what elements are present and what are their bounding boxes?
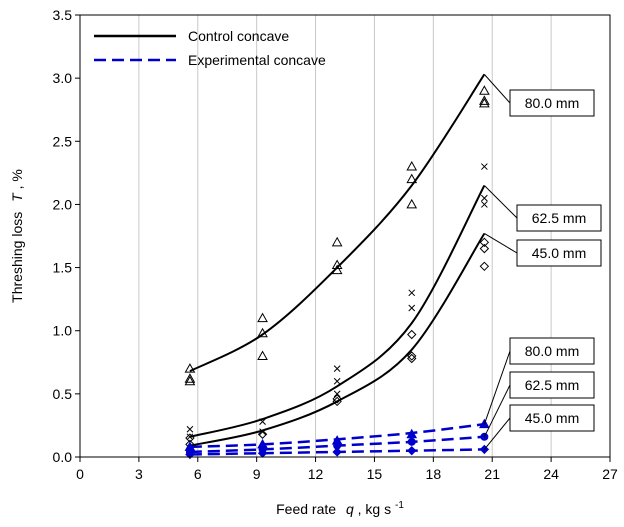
experimental-450-label: 45.0 mm xyxy=(525,410,579,426)
axis-ticks: 0 3 6 9 12 15 18 21 24 27 0.0 0.5 1.0 1.5 2.0 2.5 3.0 3.5 xyxy=(53,7,618,482)
control-625-curve xyxy=(189,185,486,438)
control-625-leader-line xyxy=(484,185,518,219)
x-tick-label: 24 xyxy=(543,466,559,482)
y-tick-label: 3.0 xyxy=(53,70,73,86)
control-625-point xyxy=(333,365,341,372)
data-points xyxy=(184,85,490,460)
experimental-800-leader-line xyxy=(483,350,511,425)
experimental-625-label: 62.5 mm xyxy=(525,377,579,393)
experimental-800-label: 80.0 mm xyxy=(525,343,579,359)
control-625-point xyxy=(481,201,488,208)
x-tick-label: 3 xyxy=(135,466,143,482)
control-625-point xyxy=(481,163,488,170)
y-tick-label: 1.5 xyxy=(53,260,73,276)
x-tick-label: 6 xyxy=(194,466,202,482)
experimental-450-point xyxy=(185,449,195,460)
control-625-label: 62.5 mm xyxy=(532,210,586,226)
control-625-point xyxy=(408,304,416,312)
control-625-point xyxy=(333,377,341,385)
control-800-point xyxy=(257,350,268,360)
x-tick-label: 12 xyxy=(308,466,324,482)
y-tick-label: 0.5 xyxy=(53,386,73,402)
grid-lines xyxy=(138,15,552,457)
control-800-point xyxy=(257,312,268,323)
control-625-point xyxy=(259,418,266,425)
control-800-label: 80.0 mm xyxy=(525,95,579,111)
legend-label-control: Control concave xyxy=(188,28,289,44)
control-800-leader-line xyxy=(483,74,511,104)
experimental-625-label-box xyxy=(509,371,595,399)
x-tick-label: 27 xyxy=(602,466,618,482)
experimental-625-point xyxy=(407,437,416,446)
experimental-450-point xyxy=(332,447,342,457)
control-800-point xyxy=(184,373,196,383)
x-tick-label: 9 xyxy=(253,466,261,482)
control-800-point xyxy=(184,375,196,386)
control-800-point xyxy=(331,236,343,247)
curve-annotations: 80.0 mm 62.5 mm 45.0 mm 80.0 mm 62.5 mm 45.0 … xyxy=(483,74,602,450)
experimental-450-point xyxy=(407,445,417,456)
control-800-point xyxy=(331,264,343,275)
y-tick-label: 2.0 xyxy=(53,196,73,212)
y-axis-label: Threshing loss T , % xyxy=(9,169,25,303)
control-800-point xyxy=(479,97,490,108)
plot-area-frame xyxy=(79,14,611,458)
control-625-point xyxy=(333,390,341,398)
control-450-point xyxy=(407,353,417,364)
control-800-point xyxy=(406,198,418,209)
control-625-point xyxy=(408,289,416,297)
x-axis-label: Feed rate q , kg s -1 xyxy=(276,500,404,517)
legend-label-experimental: Experimental concave xyxy=(188,52,326,68)
x-tick-label: 21 xyxy=(484,466,500,482)
control-800-point xyxy=(257,327,268,338)
control-800-point xyxy=(406,161,418,171)
control-625-point xyxy=(481,194,488,202)
control-625-point xyxy=(186,433,194,441)
control-450-point xyxy=(479,243,490,254)
control-450-point xyxy=(479,261,490,272)
control-450-point xyxy=(332,396,342,407)
control-800-point xyxy=(479,85,490,95)
y-tick-label: 0.0 xyxy=(53,449,73,465)
legend: Control concave Experimental concave xyxy=(94,28,326,68)
control-450-point xyxy=(479,237,490,248)
control-450-label-box xyxy=(516,239,602,267)
experimental-800-label-box xyxy=(509,337,595,365)
control-450-point xyxy=(407,329,417,340)
control-450-point xyxy=(257,429,268,439)
control-800-curve xyxy=(189,73,486,373)
control-800-point xyxy=(184,363,196,373)
control-450-leader-line xyxy=(484,233,518,254)
control-800-label-box xyxy=(509,89,595,117)
y-tick-label: 1.0 xyxy=(53,323,73,339)
control-450-label: 45.0 mm xyxy=(532,245,586,261)
control-450-point xyxy=(332,394,342,404)
control-800-point xyxy=(479,95,490,105)
x-tick-label: 18 xyxy=(426,466,442,482)
experimental-450-leader-line xyxy=(483,417,511,450)
control-625-point xyxy=(186,425,194,433)
experimental-800-point xyxy=(406,428,418,439)
x-tick-label: 15 xyxy=(367,466,383,482)
control-800-point xyxy=(331,259,343,270)
y-tick-label: 3.5 xyxy=(53,7,73,23)
x-tick-label: 0 xyxy=(76,466,84,482)
control-800-point xyxy=(406,173,418,184)
y-tick-label: 2.5 xyxy=(53,133,73,149)
experimental-625-leader-line xyxy=(483,384,511,438)
control-625-label-box xyxy=(516,204,602,232)
control-450-point xyxy=(407,351,417,361)
control-450-curve xyxy=(189,232,486,447)
control-625-point xyxy=(259,428,266,436)
experimental-450-label-box xyxy=(509,404,595,432)
